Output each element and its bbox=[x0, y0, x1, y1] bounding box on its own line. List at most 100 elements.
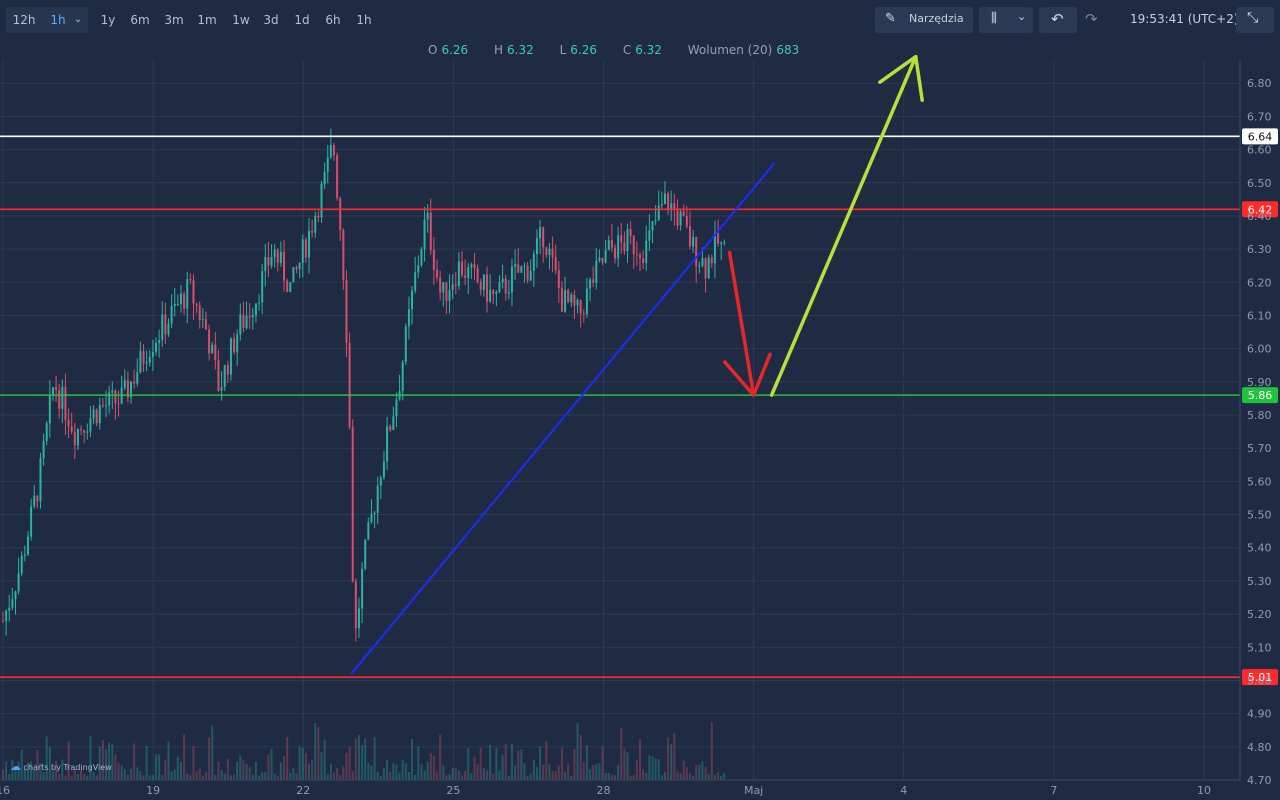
volume-bar bbox=[95, 775, 98, 780]
volume-bar bbox=[495, 747, 498, 780]
tf-1h-active[interactable]: 1h bbox=[50, 13, 66, 27]
tf-1d[interactable]: 1d bbox=[294, 13, 310, 27]
volume-bar bbox=[351, 771, 354, 780]
candle-body bbox=[5, 610, 8, 622]
volume-bar bbox=[651, 756, 654, 780]
tf-1w[interactable]: 1w bbox=[232, 13, 250, 27]
candle-body bbox=[239, 314, 242, 335]
chevron-down-icon: ⌄ bbox=[1017, 10, 1027, 23]
volume-bar bbox=[214, 774, 217, 780]
candle-body bbox=[679, 211, 682, 226]
tf-3d[interactable]: 3d bbox=[263, 13, 279, 27]
volume-bar bbox=[532, 760, 535, 780]
volume-bar bbox=[589, 769, 592, 780]
volume-bar bbox=[80, 769, 83, 780]
candle-body bbox=[645, 240, 648, 264]
candle-body bbox=[126, 380, 129, 398]
volume-bar bbox=[192, 745, 195, 780]
volume-bar bbox=[86, 775, 89, 780]
undo-button[interactable]: ↶ bbox=[1039, 7, 1077, 33]
volume-bar bbox=[476, 764, 479, 780]
tf-1h[interactable]: 1h bbox=[356, 13, 372, 27]
volume-bar bbox=[273, 773, 276, 780]
volume-bar bbox=[626, 752, 629, 780]
volume-bar bbox=[432, 756, 435, 780]
volume-bar bbox=[8, 773, 11, 780]
candle-body bbox=[492, 289, 495, 294]
volume-bar bbox=[620, 727, 623, 780]
volume-bar bbox=[645, 773, 648, 780]
volume-bar bbox=[576, 723, 579, 780]
tf-12h[interactable]: 12h bbox=[12, 13, 36, 27]
candle-body bbox=[573, 294, 576, 306]
volume-bar bbox=[585, 745, 588, 780]
volume-bar bbox=[517, 750, 520, 780]
volume-bar bbox=[504, 743, 507, 780]
volume-bar bbox=[467, 747, 470, 780]
fullscreen-button[interactable]: ⤡ bbox=[1236, 7, 1274, 33]
tf-1y[interactable]: 1y bbox=[100, 13, 116, 27]
volume-bar bbox=[14, 768, 17, 780]
volume-bar bbox=[236, 761, 239, 780]
volume-bar bbox=[83, 773, 86, 780]
candle-body bbox=[404, 326, 407, 362]
candle-body bbox=[55, 387, 58, 390]
candle-body bbox=[42, 441, 45, 459]
candle-body bbox=[167, 323, 170, 335]
candle-body bbox=[164, 314, 167, 335]
tf-1m[interactable]: 1m bbox=[197, 13, 217, 27]
volume-bar bbox=[89, 735, 92, 780]
volume-bar bbox=[320, 752, 323, 780]
candle-body bbox=[436, 269, 439, 278]
candle-body bbox=[30, 506, 33, 537]
candle-body bbox=[560, 288, 563, 312]
volume-bar bbox=[73, 768, 76, 780]
tradingview-watermark[interactable]: ☁ charts by TradingView bbox=[10, 760, 112, 773]
volume-bar bbox=[155, 754, 158, 780]
candle-body bbox=[670, 203, 673, 211]
volume-bar bbox=[367, 762, 370, 780]
candle-body bbox=[217, 360, 220, 391]
volume-bar bbox=[270, 748, 273, 780]
candle-body bbox=[208, 329, 211, 354]
candle-body bbox=[582, 313, 585, 315]
y-tick-label: 5.20 bbox=[1247, 608, 1272, 621]
candle-body bbox=[414, 272, 417, 291]
redo-button[interactable]: ↷ bbox=[1085, 10, 1098, 28]
candle-body bbox=[373, 512, 376, 515]
volume-value: 683 bbox=[776, 43, 800, 57]
volume-bar bbox=[414, 774, 417, 780]
top-toolbar: 12h 1h ⌄ 1y 6m 3m 1m 1w 3d 1d 6h 1h ✎ Na… bbox=[0, 0, 1280, 38]
candle-body bbox=[510, 266, 513, 293]
volume-bar bbox=[548, 764, 551, 780]
candle-body bbox=[339, 198, 342, 230]
candle-body bbox=[673, 203, 676, 211]
candle-body bbox=[295, 267, 298, 270]
chevron-down-icon[interactable]: ⌄ bbox=[73, 14, 83, 25]
tf-6h[interactable]: 6h bbox=[325, 13, 341, 27]
hand-arrow-shaft bbox=[769, 54, 918, 397]
candle-body bbox=[158, 340, 161, 343]
volume-bar bbox=[386, 759, 389, 780]
volume-bar bbox=[376, 771, 379, 780]
y-tick-label: 5.40 bbox=[1247, 542, 1272, 555]
volume-bar bbox=[567, 764, 570, 780]
candle-body bbox=[364, 539, 367, 569]
candle-body bbox=[526, 265, 529, 281]
hand-arrow-head bbox=[751, 352, 772, 397]
candle-body bbox=[423, 219, 426, 250]
volume-bar bbox=[36, 749, 39, 780]
candle-body bbox=[685, 216, 688, 227]
tf-6m[interactable]: 6m bbox=[130, 13, 150, 27]
tools-button[interactable]: ✎ Narzędzia bbox=[875, 7, 973, 33]
volume-bar bbox=[617, 764, 620, 780]
candle-body bbox=[170, 306, 173, 324]
volume-bar bbox=[648, 755, 651, 780]
tf-3m[interactable]: 3m bbox=[164, 13, 184, 27]
volume-bar bbox=[526, 775, 529, 780]
chart-type-button[interactable]: ⫼ ⌄ bbox=[979, 7, 1033, 33]
candle-body bbox=[304, 239, 307, 258]
volume-bar bbox=[498, 770, 501, 780]
volume-bar bbox=[470, 773, 473, 780]
